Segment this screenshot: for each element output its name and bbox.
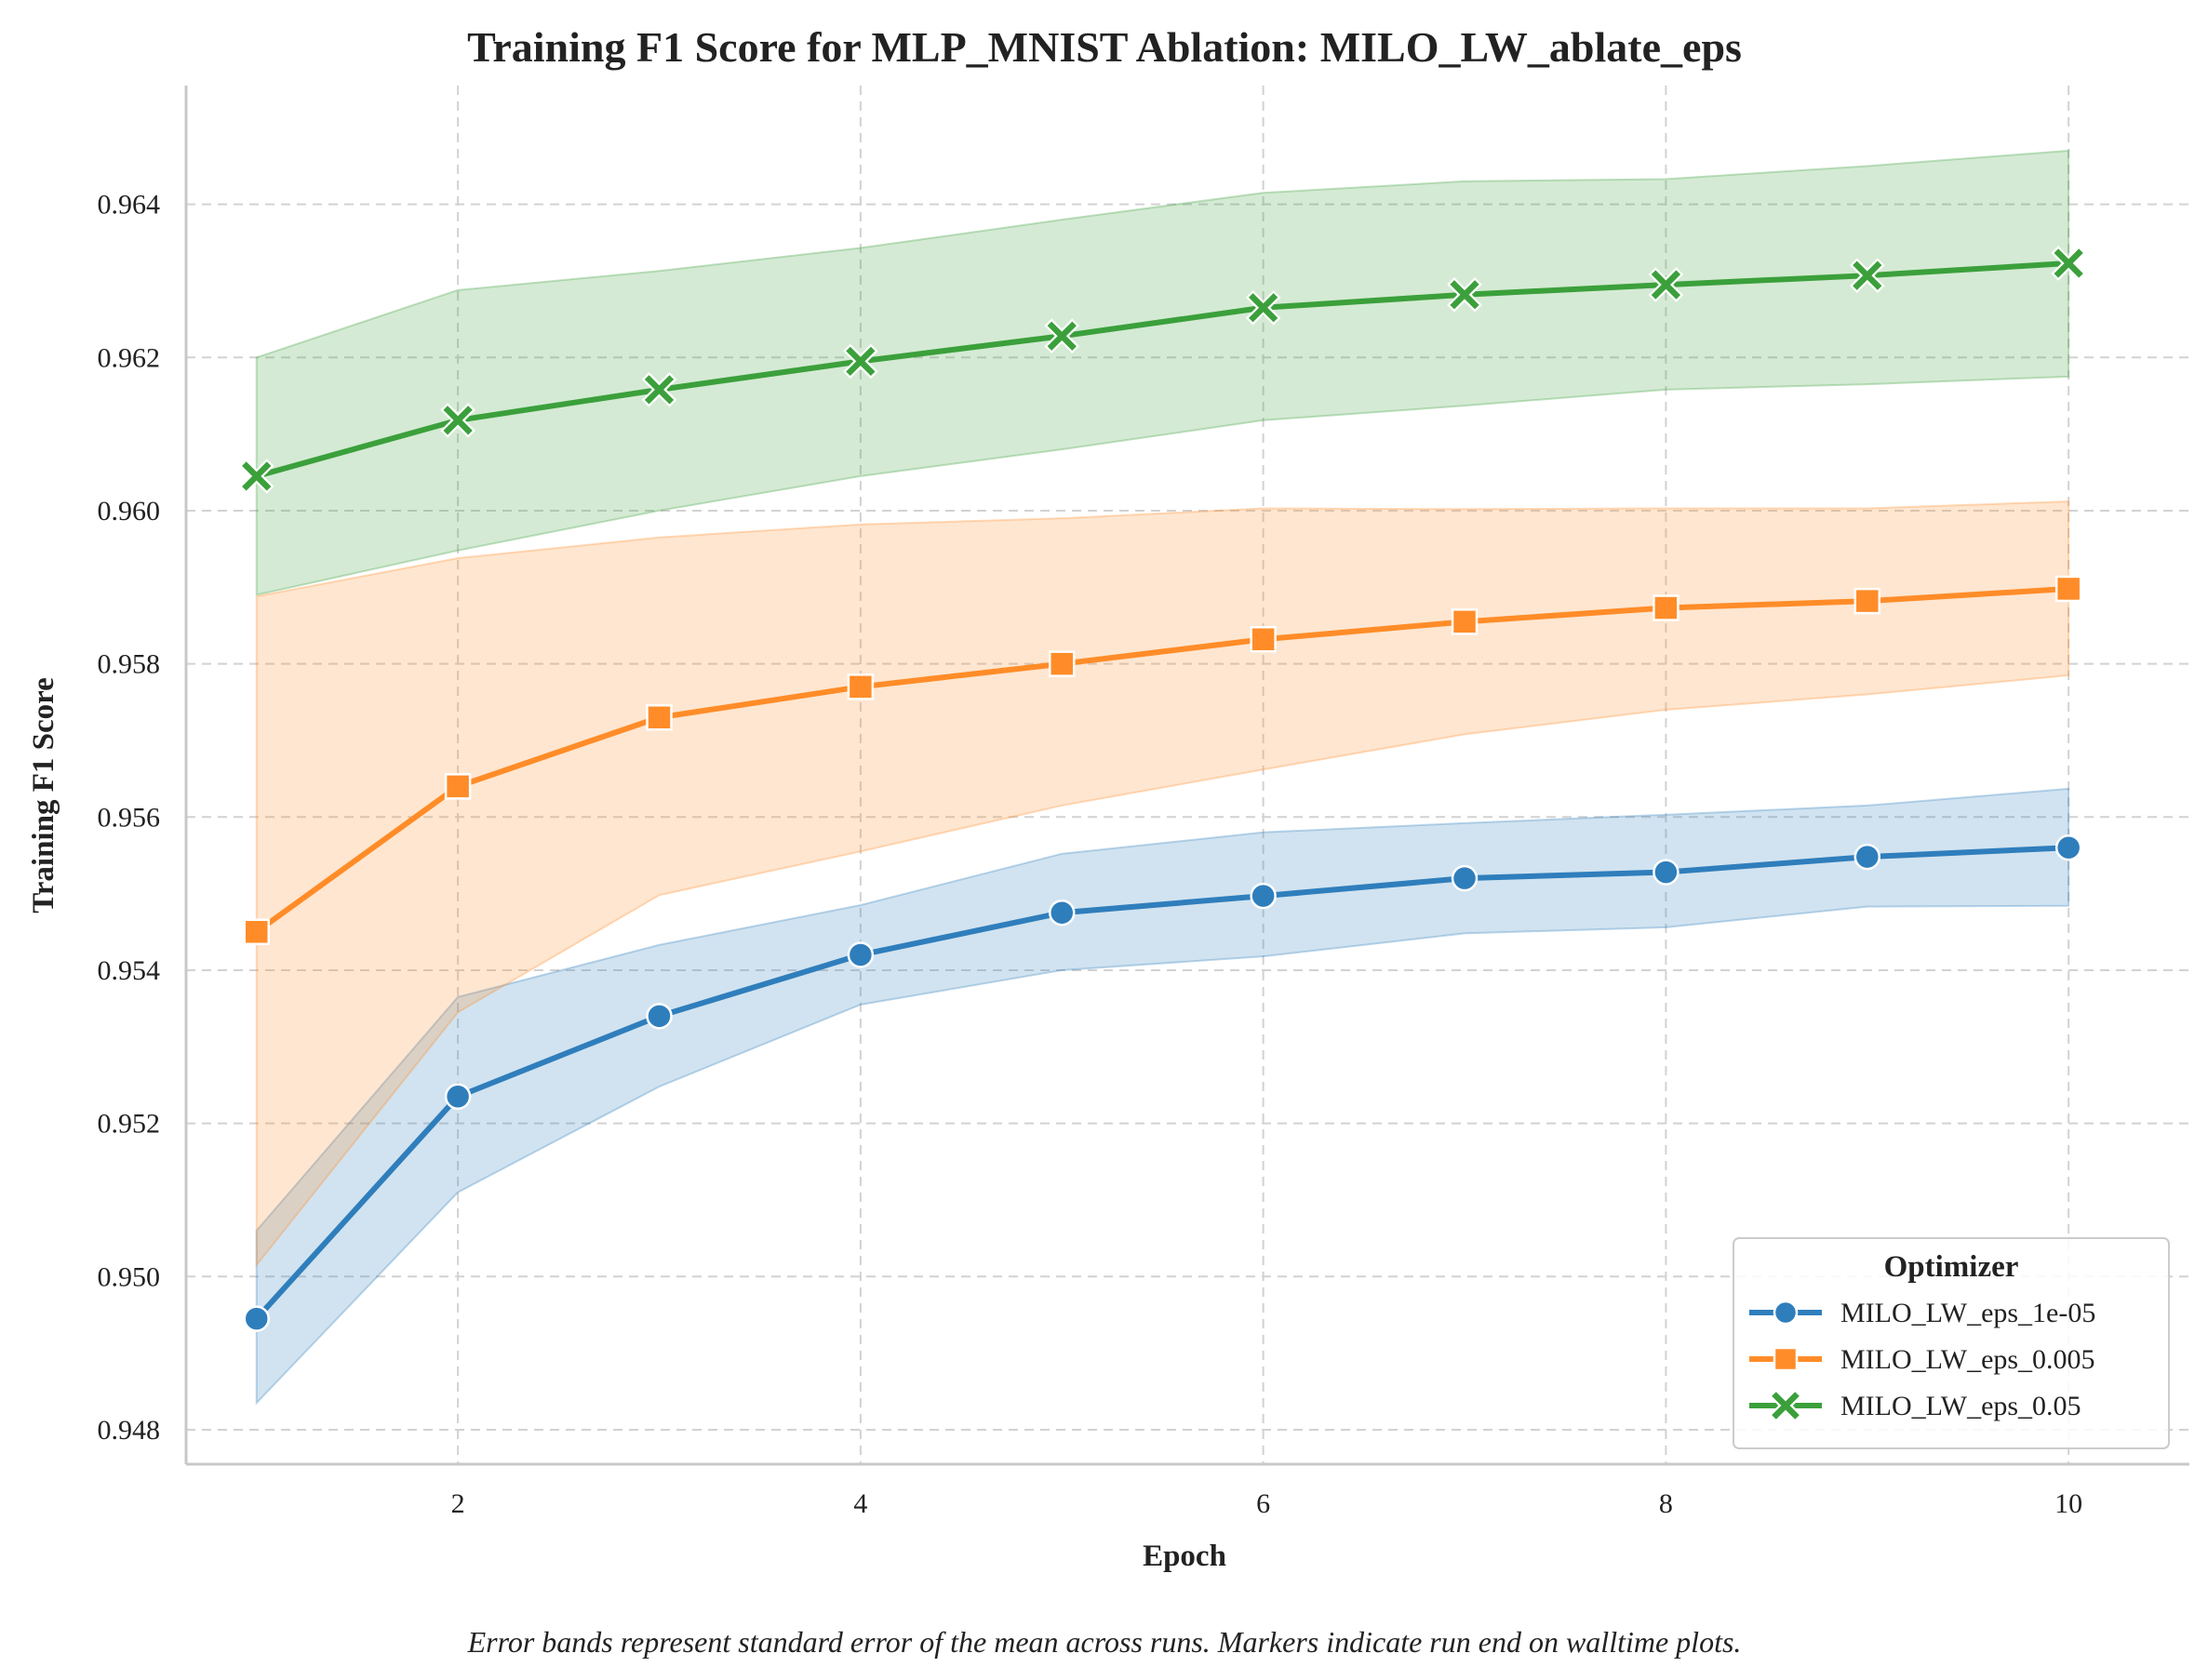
data-point-marker bbox=[1849, 258, 1885, 294]
x-tick-labels: 2 4 6 8 10 bbox=[451, 1488, 2083, 1519]
data-point-marker bbox=[1653, 594, 1679, 621]
data-point-marker bbox=[1853, 843, 1881, 871]
y-tick-labels: 0.948 0.950 0.952 0.954 0.956 0.958 0.960 0.962… bbox=[98, 190, 161, 1446]
legend-label: MILO_LW_eps_1e-05 bbox=[1840, 1298, 2095, 1328]
x-tick-label: 6 bbox=[1256, 1488, 1270, 1519]
data-point-marker bbox=[1648, 267, 1684, 302]
legend-label: MILO_LW_eps_0.05 bbox=[1840, 1391, 2081, 1421]
series-line bbox=[254, 585, 2069, 935]
x-tick-label: 8 bbox=[1659, 1488, 1673, 1519]
data-point-marker bbox=[444, 773, 472, 800]
data-point-marker bbox=[1044, 318, 1080, 354]
y-axis-label: Training F1 Score bbox=[27, 677, 60, 913]
y-tick-label: 0.954 bbox=[98, 955, 161, 986]
data-point-marker bbox=[1853, 587, 1881, 615]
y-tick-label: 0.952 bbox=[98, 1109, 161, 1140]
y-tick-label: 0.958 bbox=[98, 649, 161, 680]
legend-label: MILO_LW_eps_0.005 bbox=[1840, 1344, 2095, 1375]
grid-lines bbox=[186, 86, 2189, 1464]
legend-items: MILO_LW_eps_1e-05 MILO_LW_eps_0.005 MILO_L… bbox=[1749, 1298, 2095, 1422]
error-band bbox=[255, 787, 2070, 1406]
legend-entry: MILO_LW_eps_0.005 bbox=[1749, 1344, 2095, 1375]
y-tick-label: 0.956 bbox=[98, 802, 161, 833]
legend-box bbox=[1733, 1237, 2170, 1449]
data-point-marker bbox=[243, 1305, 270, 1332]
data-point-marker bbox=[1245, 289, 1281, 326]
data-point-marker bbox=[2054, 833, 2082, 861]
data-point-marker bbox=[1451, 608, 1479, 635]
legend-marker-swatch bbox=[1773, 1346, 1799, 1372]
x-axis-label: Epoch bbox=[1143, 1540, 1226, 1573]
x-tick-label: 4 bbox=[853, 1488, 867, 1519]
series-line bbox=[254, 845, 2069, 1321]
data-point-marker bbox=[1250, 626, 1277, 653]
data-point-marker bbox=[847, 673, 875, 700]
chart-caption: Error bands represent standard error of … bbox=[467, 1625, 1742, 1659]
x-tick-label: 2 bbox=[451, 1488, 465, 1519]
data-point-marker bbox=[238, 459, 274, 494]
data-point-marker bbox=[1250, 882, 1277, 910]
series-lines bbox=[254, 260, 2069, 1321]
series-markers bbox=[238, 246, 2086, 1332]
chart-title: Training F1 Score for MLP_MNIST Ablation… bbox=[467, 23, 1742, 71]
data-point-marker bbox=[646, 704, 673, 731]
x-tick-label: 10 bbox=[2054, 1488, 2082, 1519]
data-point-marker bbox=[646, 1003, 673, 1030]
y-tick-label: 0.950 bbox=[98, 1261, 161, 1292]
data-point-marker bbox=[1049, 650, 1076, 677]
y-tick-label: 0.948 bbox=[98, 1415, 161, 1446]
data-point-marker bbox=[2054, 575, 2082, 603]
legend-entry: MILO_LW_eps_0.05 bbox=[1749, 1389, 2081, 1422]
data-point-marker bbox=[1447, 276, 1482, 313]
data-point-marker bbox=[843, 343, 878, 380]
data-point-marker bbox=[243, 918, 270, 946]
data-point-marker bbox=[847, 941, 875, 968]
legend-marker-swatch bbox=[1769, 1389, 1802, 1422]
axes bbox=[184, 86, 2189, 1466]
legend: Optimizer MILO_LW_eps_1e-05 MILO_LW_eps_0… bbox=[1733, 1237, 2170, 1449]
data-point-marker bbox=[2051, 246, 2086, 281]
error-band bbox=[255, 149, 2070, 596]
error-bands bbox=[255, 149, 2070, 1406]
error-band bbox=[255, 500, 2070, 1268]
data-point-marker bbox=[1049, 899, 1076, 927]
data-point-marker bbox=[641, 372, 677, 407]
y-tick-label: 0.962 bbox=[98, 342, 161, 373]
data-point-marker bbox=[444, 1083, 472, 1111]
legend-entry: MILO_LW_eps_1e-05 bbox=[1749, 1298, 2095, 1328]
series-line bbox=[255, 260, 2069, 479]
legend-marker-swatch bbox=[1773, 1300, 1799, 1326]
data-point-marker bbox=[1653, 859, 1679, 886]
y-tick-label: 0.960 bbox=[98, 496, 161, 527]
data-point-marker bbox=[440, 402, 475, 438]
legend-title: Optimizer bbox=[1884, 1250, 2019, 1284]
data-point-marker bbox=[1451, 864, 1479, 892]
y-tick-label: 0.964 bbox=[98, 190, 161, 220]
